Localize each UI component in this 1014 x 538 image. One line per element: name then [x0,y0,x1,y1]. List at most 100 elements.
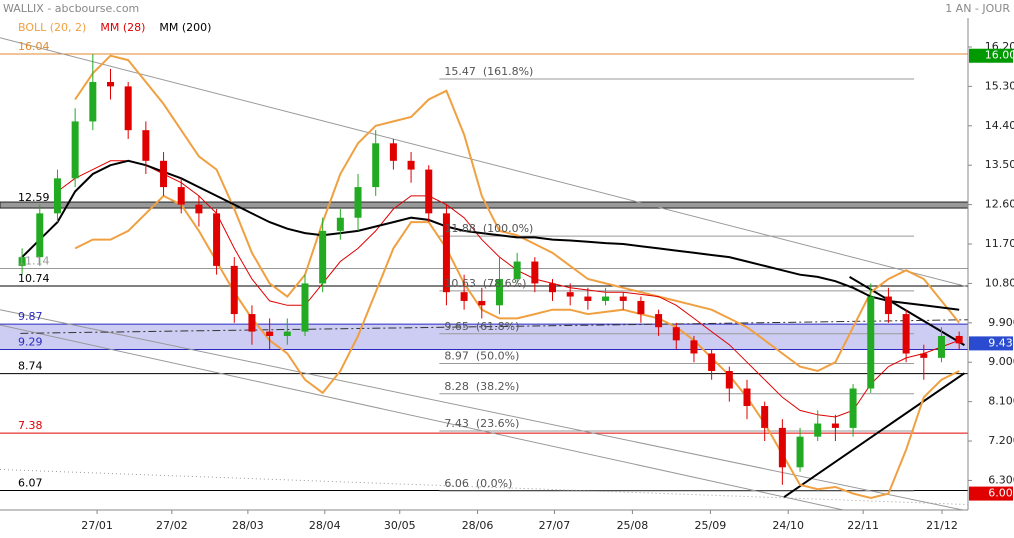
overlay: 16.04 12.59 11.14 10.74 9.87 9.29 8.74 7.38 6.07… [18,21,1014,532]
x-tick-label: 25/09 [695,519,727,532]
candle-body [602,296,610,301]
candle-body [124,86,132,131]
candle-body [266,331,274,336]
fib-label: 9.65 (61.8%) [444,320,519,333]
level-label: 9.29 [18,336,43,349]
candle-body [831,423,839,428]
candle-body [460,292,468,301]
candle-body [213,213,221,266]
x-tick-label: 24/10 [772,519,804,532]
candle-body [336,217,344,231]
candle-body [761,406,769,428]
fib-label: 8.28 (38.2%) [444,380,519,393]
price-tag [969,486,1013,501]
x-tick-label: 28/04 [309,519,341,532]
candle-body [655,314,663,328]
candle-body [18,257,26,266]
y-tick-label: 11.700 [985,237,1014,250]
trend-line [0,309,966,510]
candle-body [796,436,804,468]
candle-body [549,283,557,293]
x-tick-label: 27/07 [539,519,571,532]
level-label: 12.59 [18,191,50,204]
level-label: 10.74 [18,272,50,285]
price-tag [969,336,1013,351]
y-tick-label: 12.600 [985,198,1014,211]
candle-body [495,279,503,306]
candle-body [53,178,61,214]
y-tick-label: 14.400 [985,119,1014,132]
trend-line [0,37,968,288]
trend-line [783,372,966,498]
period: 1 AN - JOUR [945,2,1010,15]
candle-body [389,143,397,161]
y-tick-label: 9.900 [988,316,1014,329]
candle-body [725,370,733,389]
candle-body [672,327,680,341]
candle-body [36,213,44,258]
candle-body [407,160,415,170]
candle-body [884,296,892,315]
candle-body [442,213,450,293]
level-label: 11.14 [18,255,50,268]
fib-label: 6.06 (0.0%) [444,477,512,490]
candle-body [902,314,910,354]
y-tick-label: 8.100 [988,395,1014,408]
fib-label: 11.88 (100.0%) [444,222,533,235]
candle-body [849,388,857,428]
plot-area [0,37,968,510]
candle-body [584,296,592,301]
candle-body [301,283,309,332]
candle-body [283,331,291,336]
level-band [0,201,968,209]
x-tick-label: 27/02 [156,519,188,532]
x-tick-label: 27/01 [81,519,113,532]
trend-line [849,275,965,347]
level-label: 6.07 [18,477,43,490]
candle-body [637,300,645,315]
candle-body [513,261,521,280]
candle-body [619,296,627,301]
candle-body [867,296,875,389]
candle-body [937,335,945,358]
x-tick-label: 28/03 [232,519,264,532]
legend-entry: MM (28) [100,21,145,34]
fib-label: 10.63 (78.6%) [444,277,526,290]
candle-body [319,230,327,284]
candle-body [814,423,822,437]
price-tag-label: 6.000 [988,487,1014,500]
y-tick-label: 15.300 [985,79,1014,92]
indicator-line [57,160,960,418]
candle-body [920,353,928,358]
candle-body [566,292,574,297]
candle-body [107,82,115,87]
level-label: 7.38 [18,419,43,432]
candle-body [89,82,97,122]
y-tick-label: 10.800 [985,276,1014,289]
level-label: 9.87 [18,310,43,323]
indicator-line [74,54,960,373]
y-tick-label: 9.000 [988,355,1014,368]
indicator-line [74,194,960,500]
legend-entry: MM (200) [159,21,211,34]
x-tick-label: 30/05 [384,519,416,532]
fib-label: 15.47 (161.8%) [444,65,533,78]
trend-line [20,319,968,334]
candle-body [248,314,256,332]
level-label: 8.74 [18,360,43,373]
x-tick-label: 28/06 [462,519,494,532]
fib-label: 7.43 (23.6%) [444,417,519,430]
candle-body [230,265,238,315]
candle-body [708,353,716,371]
trend-line [0,324,846,510]
zone [0,324,968,350]
candle-body [71,121,79,179]
y-tick-label: 13.500 [985,158,1014,171]
candle-body [372,143,380,188]
candle-body [425,169,433,214]
candle-body [142,130,150,161]
x-tick-label: 22/11 [847,519,879,532]
chart-title: WALLIX - abcbourse.com [3,2,139,15]
trend-line [0,469,968,506]
